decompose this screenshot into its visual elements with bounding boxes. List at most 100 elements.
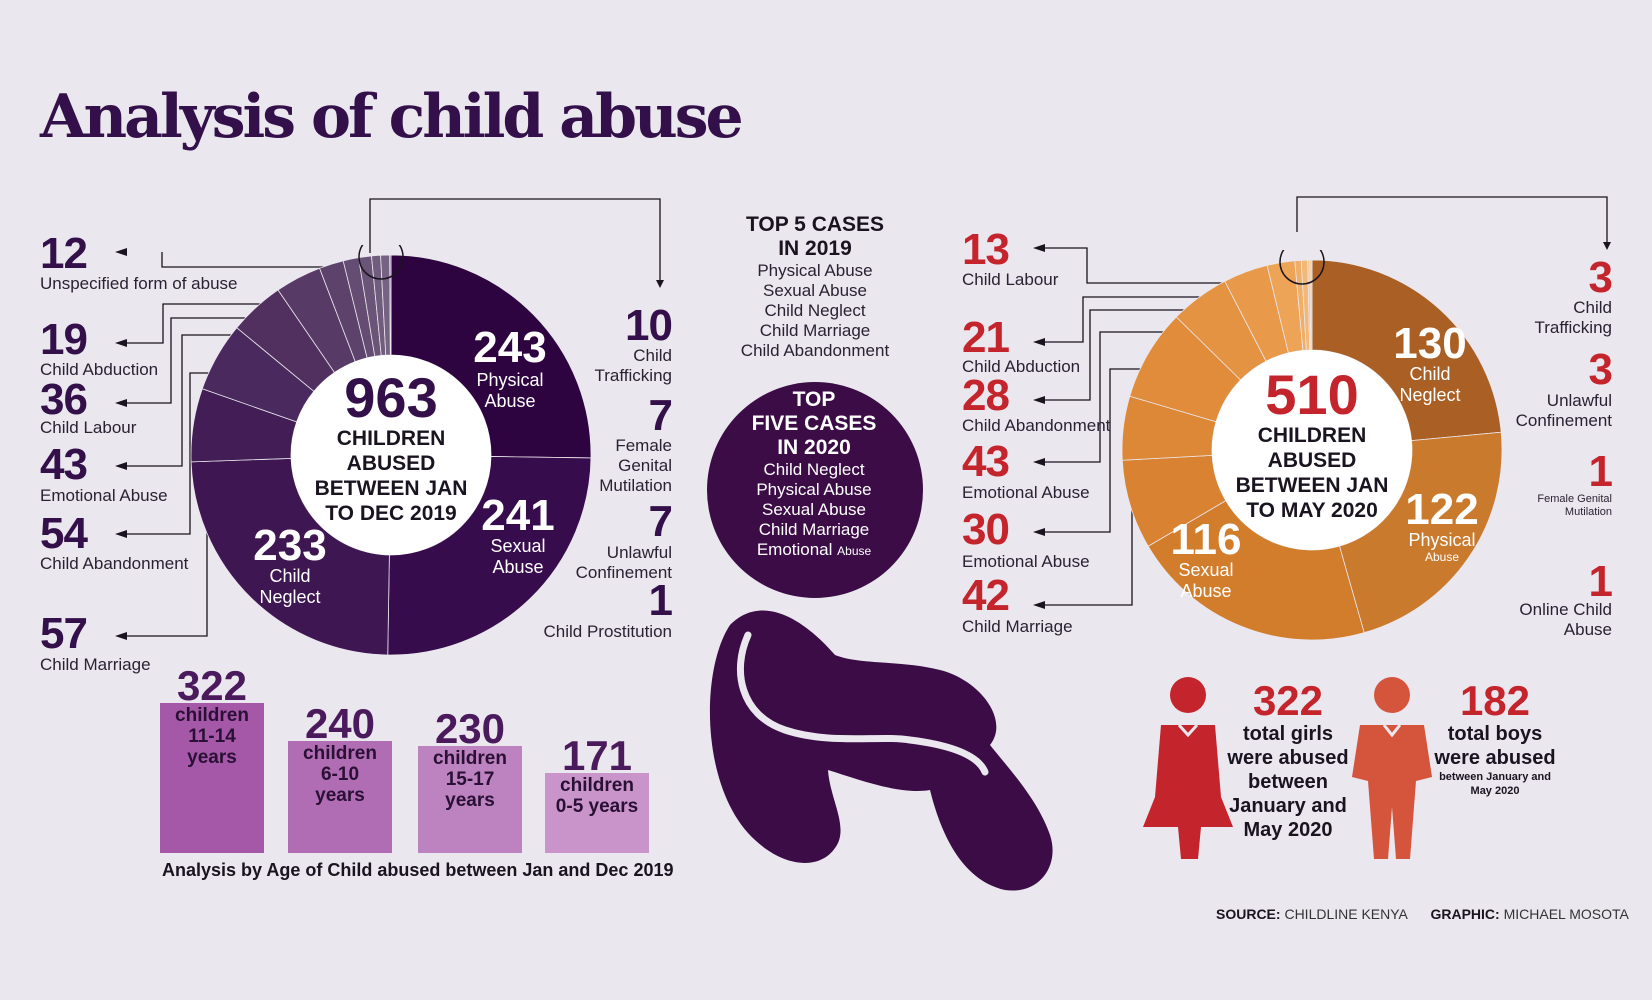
age-bar xyxy=(418,746,522,853)
donut-2020-center-line: ABUSED xyxy=(1267,449,1357,472)
boy-figure-icon xyxy=(1352,677,1432,859)
stat-labour-2020: 13 xyxy=(962,225,1010,274)
stat-emotional-2019: 43 xyxy=(40,440,88,489)
age-bar-label: children 6-10 years xyxy=(303,743,377,806)
age-chart-caption: Analysis by Age of Child abused between … xyxy=(162,860,674,880)
credits: SOURCE: CHILDLINE KENYA GRAPHIC: MICHAEL… xyxy=(1216,906,1629,922)
age-bar-value: 171 xyxy=(561,732,633,779)
label-marriage-2019: Child Marriage xyxy=(40,655,151,674)
donut-2019-center-line: BETWEEN JAN xyxy=(314,477,468,500)
donut-2019-center-line: ABUSED xyxy=(346,452,436,475)
donut-slice-child-prostitution xyxy=(389,254,392,356)
donut-2019-center: 963 CHILDREN ABUSED BETWEEN JAN TO DEC 2… xyxy=(291,370,491,526)
donut-2020-center: 510 CHILDREN ABUSED BETWEEN JAN TO MAY 2… xyxy=(1212,367,1412,523)
slice-label-physical-2019: Physical Abuse xyxy=(476,370,544,411)
age-bar xyxy=(288,741,392,853)
top5-2019-item: Child Neglect xyxy=(764,301,866,320)
stat-unspecified-2019: 12 xyxy=(40,229,88,278)
top5-2019-heading: TOP 5 CASES xyxy=(745,213,885,236)
top5-2020-heading: FIVE CASES xyxy=(751,412,877,435)
stat-marriage-2020: 42 xyxy=(962,571,1010,620)
stat-abandonment-2019: 54 xyxy=(40,509,88,558)
label-prostitution-2019: Child Prostitution xyxy=(543,622,672,641)
stat-abduction-2019: 19 xyxy=(40,315,88,364)
age-bar-value: 322 xyxy=(176,662,248,709)
donut-hole xyxy=(291,355,491,555)
age-bar xyxy=(545,773,649,853)
top5-2019-item: Sexual Abuse xyxy=(763,281,867,300)
label-unspecified-2019: Unspecified form of abuse xyxy=(40,274,238,293)
girls-caption: total girls were abused between January and… xyxy=(1227,723,1349,841)
label-abduction-2019: Child Abduction xyxy=(40,360,159,379)
donut-2020-total: 510 xyxy=(1265,363,1359,426)
top5-2019-heading: IN 2019 xyxy=(778,237,852,260)
top5-2020-heading: TOP xyxy=(792,388,836,411)
stat-fgm-2020: 1 xyxy=(1588,447,1613,496)
slice-label-neglect-2019: Child Neglect xyxy=(259,566,321,607)
age-bar xyxy=(160,703,264,853)
slice-value-sexual-2019: 241 xyxy=(481,491,555,540)
label-trafficking-2020: Child Trafficking xyxy=(1534,298,1612,337)
stat-emotional-2020-b: 30 xyxy=(962,505,1010,554)
stat-online-2020: 1 xyxy=(1588,557,1613,606)
slice-value-neglect-2019: 233 xyxy=(253,521,327,570)
donut-hole xyxy=(1212,350,1412,550)
label-abandonment-2019: Child Abandonment xyxy=(40,554,189,573)
age-bar-label: children 11-14 years xyxy=(175,705,249,768)
age-bar-label: children 15-17 years xyxy=(433,748,507,811)
slice-value-physical-2020: 122 xyxy=(1405,485,1479,534)
top5-2020-item: Physical Abuse xyxy=(756,480,872,499)
donut-2020-center-line: CHILDREN xyxy=(1257,424,1367,447)
label-emotional-2020-b: Emotional Abuse xyxy=(962,552,1090,571)
donut-chart-2020 xyxy=(1121,250,1503,641)
top5-2020-item: Child Marriage xyxy=(758,520,870,539)
top5-2019-item: Physical Abuse xyxy=(757,261,873,280)
small-slices-marker xyxy=(358,245,404,280)
stat-abduction-2020: 21 xyxy=(962,313,1010,362)
stat-prostitution-2019: 1 xyxy=(648,576,673,625)
donut-2019-center-line: TO DEC 2019 xyxy=(325,502,457,525)
girl-figure-icon xyxy=(1143,677,1233,859)
top5-2019-item: Child Abandonment xyxy=(740,341,890,360)
small-slices-marker xyxy=(1279,250,1325,285)
stat-confinement-2020: 3 xyxy=(1588,345,1613,394)
label-labour-2020: Child Labour xyxy=(962,270,1059,289)
slice-value-physical-2019: 243 xyxy=(473,323,547,372)
donut-2019-total: 963 xyxy=(344,366,438,429)
donut-2020-center-line: BETWEEN JAN xyxy=(1235,474,1389,497)
top5-2020-item: Emotional Abuse xyxy=(756,540,872,559)
top5-2019-list: TOP 5 CASES IN 2019 Physical Abuse Sexua… xyxy=(735,213,895,361)
slice-label-physical-2020: Physical Abuse xyxy=(1408,530,1476,564)
boys-caption: total boys were abused between January an… xyxy=(1434,723,1556,797)
label-abduction-2020: Child Abduction xyxy=(962,357,1081,376)
donut-2019-center-line: CHILDREN xyxy=(336,427,446,450)
label-emotional-2020-a: Emotional Abuse xyxy=(962,483,1090,502)
top5-2020-item: Sexual Abuse xyxy=(762,500,866,519)
label-fgm-2020: Female Genital Mutilation xyxy=(1537,493,1612,518)
stat-trafficking-2019: 10 xyxy=(625,301,673,350)
label-marriage-2020: Child Marriage xyxy=(962,617,1073,636)
label-confinement-2019: Unlawful Confinement xyxy=(575,543,672,582)
stat-fgm-2019: 7 xyxy=(648,391,673,440)
stat-marriage-2019: 57 xyxy=(40,609,88,658)
sitting-child-illustration xyxy=(707,382,1053,891)
label-online-2020: Online Child Abuse xyxy=(1519,600,1612,639)
stat-abandonment-2020: 28 xyxy=(962,371,1010,420)
slice-value-sexual-2020: 116 xyxy=(1170,515,1242,564)
donut-chart-2019 xyxy=(190,245,592,656)
slice-label-sexual-2019: Sexual Abuse xyxy=(490,536,546,577)
age-bar-value: 240 xyxy=(304,700,376,747)
stat-labour-2019: 36 xyxy=(40,375,88,424)
girls-total: 322 xyxy=(1252,677,1324,724)
top5-2020-heading: IN 2020 xyxy=(777,436,851,459)
label-fgm-2019: Female Genital Mutilation xyxy=(599,436,672,495)
stat-trafficking-2020: 3 xyxy=(1588,253,1613,302)
label-confinement-2020: Unlawful Confinement xyxy=(1515,391,1612,430)
stat-confinement-2019: 7 xyxy=(648,497,673,546)
label-labour-2019: Child Labour xyxy=(40,418,137,437)
top5-2020-item: Child Neglect xyxy=(763,460,865,479)
page-title: Analysis of child abuse xyxy=(40,82,744,152)
stat-emotional-2020-a: 43 xyxy=(962,437,1010,486)
